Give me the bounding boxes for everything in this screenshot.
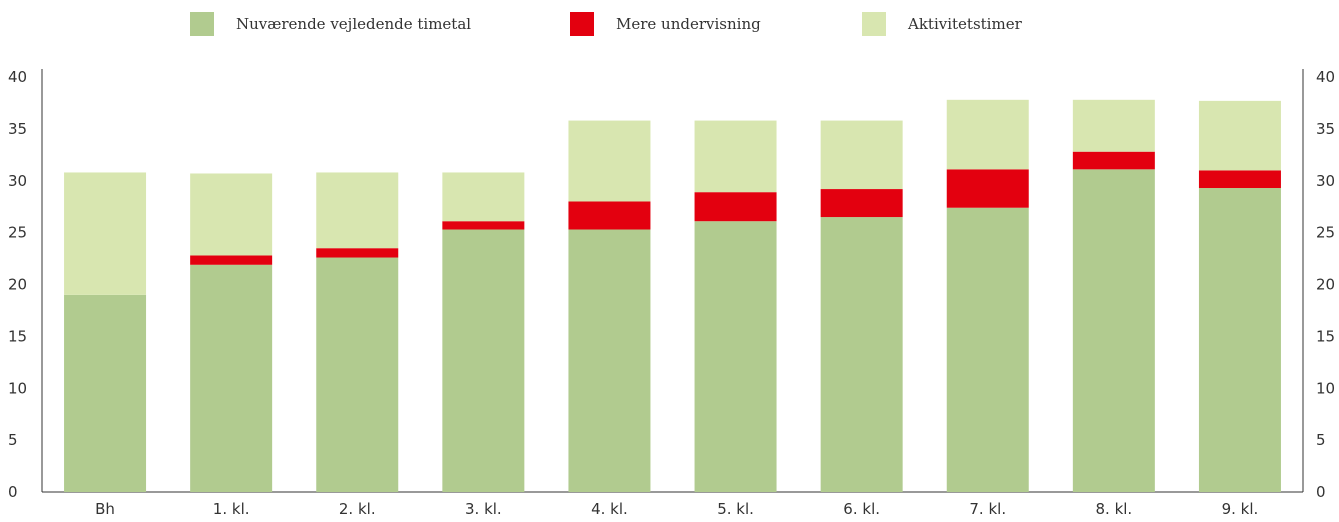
- bar-aktivitetstimer: [568, 120, 651, 202]
- y-tick-label-left: 5: [8, 431, 18, 449]
- bar-mere-undervisning: [190, 255, 273, 265]
- x-tick-label: 1. kl.: [213, 500, 250, 518]
- y-tick-label-right: 15: [1316, 327, 1335, 345]
- bar-aktivitetstimer: [820, 120, 903, 190]
- x-tick-label: 9. kl.: [1222, 500, 1259, 518]
- x-tick-label: 7. kl.: [969, 500, 1006, 518]
- bar-aktivitetstimer: [442, 172, 525, 222]
- bar-nuvaerende: [1072, 169, 1155, 492]
- x-tick-label: Bh: [95, 500, 115, 518]
- bar-nuvaerende: [316, 257, 399, 492]
- bar-nuvaerende: [820, 217, 903, 492]
- legend-label-mere-undervisning: Mere undervisning: [616, 15, 761, 33]
- bar-nuvaerende: [1198, 188, 1281, 492]
- bar-mere-undervisning: [316, 248, 399, 258]
- y-tick-label-right: 20: [1316, 276, 1335, 294]
- y-tick-label-right: 30: [1316, 172, 1335, 190]
- y-tick-label-left: 35: [8, 120, 27, 138]
- bar-mere-undervisning: [820, 189, 903, 218]
- y-tick-label-left: 15: [8, 327, 27, 345]
- bar-nuvaerende: [568, 229, 651, 492]
- bar-mere-undervisning: [1072, 151, 1155, 170]
- y-tick-label-left: 40: [8, 68, 27, 86]
- bar-mere-undervisning: [568, 201, 651, 230]
- y-tick-label-left: 10: [8, 379, 27, 397]
- bar-aktivitetstimer: [190, 173, 273, 256]
- x-tick-label: 2. kl.: [339, 500, 376, 518]
- y-tick-label-right: 40: [1316, 68, 1335, 86]
- bar-aktivitetstimer: [64, 172, 147, 295]
- y-tick-label-right: 35: [1316, 120, 1335, 138]
- bar-aktivitetstimer: [694, 120, 777, 193]
- x-tick-label: 3. kl.: [465, 500, 502, 518]
- legend-label-aktivitetstimer: Aktivitetstimer: [908, 15, 1022, 33]
- y-tick-label-right: 10: [1316, 379, 1335, 397]
- bar-mere-undervisning: [694, 192, 777, 222]
- x-tick-label: 6. kl.: [843, 500, 880, 518]
- legend-item-mere-undervisning: Mere undervisning: [570, 12, 761, 36]
- bar-aktivitetstimer: [316, 172, 399, 249]
- bar-nuvaerende: [190, 264, 273, 492]
- bar-nuvaerende: [64, 294, 147, 492]
- chart-legend: Nuværende vejledende timetal Mere underv…: [0, 12, 1339, 36]
- y-tick-label-left: 25: [8, 224, 27, 242]
- x-tick-label: 5. kl.: [717, 500, 754, 518]
- bars: [64, 99, 1281, 492]
- x-tick-labels: Bh 1. kl. 2. kl. 3. kl. 4. kl. 5. kl. 6. kl. 7.…: [95, 500, 1258, 518]
- y-tick-label-right: 5: [1316, 431, 1326, 449]
- legend-swatch-mere-undervisning: [570, 12, 594, 36]
- legend-item-nuvaerende: Nuværende vejledende timetal: [190, 12, 471, 36]
- bar-aktivitetstimer: [946, 99, 1029, 170]
- bar-mere-undervisning: [442, 221, 525, 230]
- bar-nuvaerende: [694, 221, 777, 492]
- y-tick-label-left: 30: [8, 172, 27, 190]
- axes: 0 0 5 5 10 10 15 15 20 20 25 25 30 30 35 35 40 40: [8, 68, 1335, 501]
- bar-aktivitetstimer: [1198, 100, 1281, 171]
- bar-nuvaerende: [946, 207, 1029, 492]
- x-tick-label: 4. kl.: [591, 500, 628, 518]
- legend-label-nuvaerende: Nuværende vejledende timetal: [236, 15, 472, 33]
- x-tick-label: 8. kl.: [1095, 500, 1132, 518]
- bar-nuvaerende: [442, 229, 525, 492]
- legend-item-aktivitetstimer: Aktivitetstimer: [862, 12, 1022, 36]
- legend-swatch-nuvaerende: [190, 12, 214, 36]
- y-tick-label-right: 0: [1316, 483, 1326, 501]
- y-tick-label-left: 0: [8, 483, 18, 501]
- bar-mere-undervisning: [1198, 170, 1281, 189]
- bar-mere-undervisning: [946, 169, 1029, 208]
- bar-aktivitetstimer: [1072, 99, 1155, 152]
- y-tick-label-right: 25: [1316, 224, 1335, 242]
- y-tick-label-left: 20: [8, 276, 27, 294]
- legend-swatch-aktivitetstimer: [862, 12, 886, 36]
